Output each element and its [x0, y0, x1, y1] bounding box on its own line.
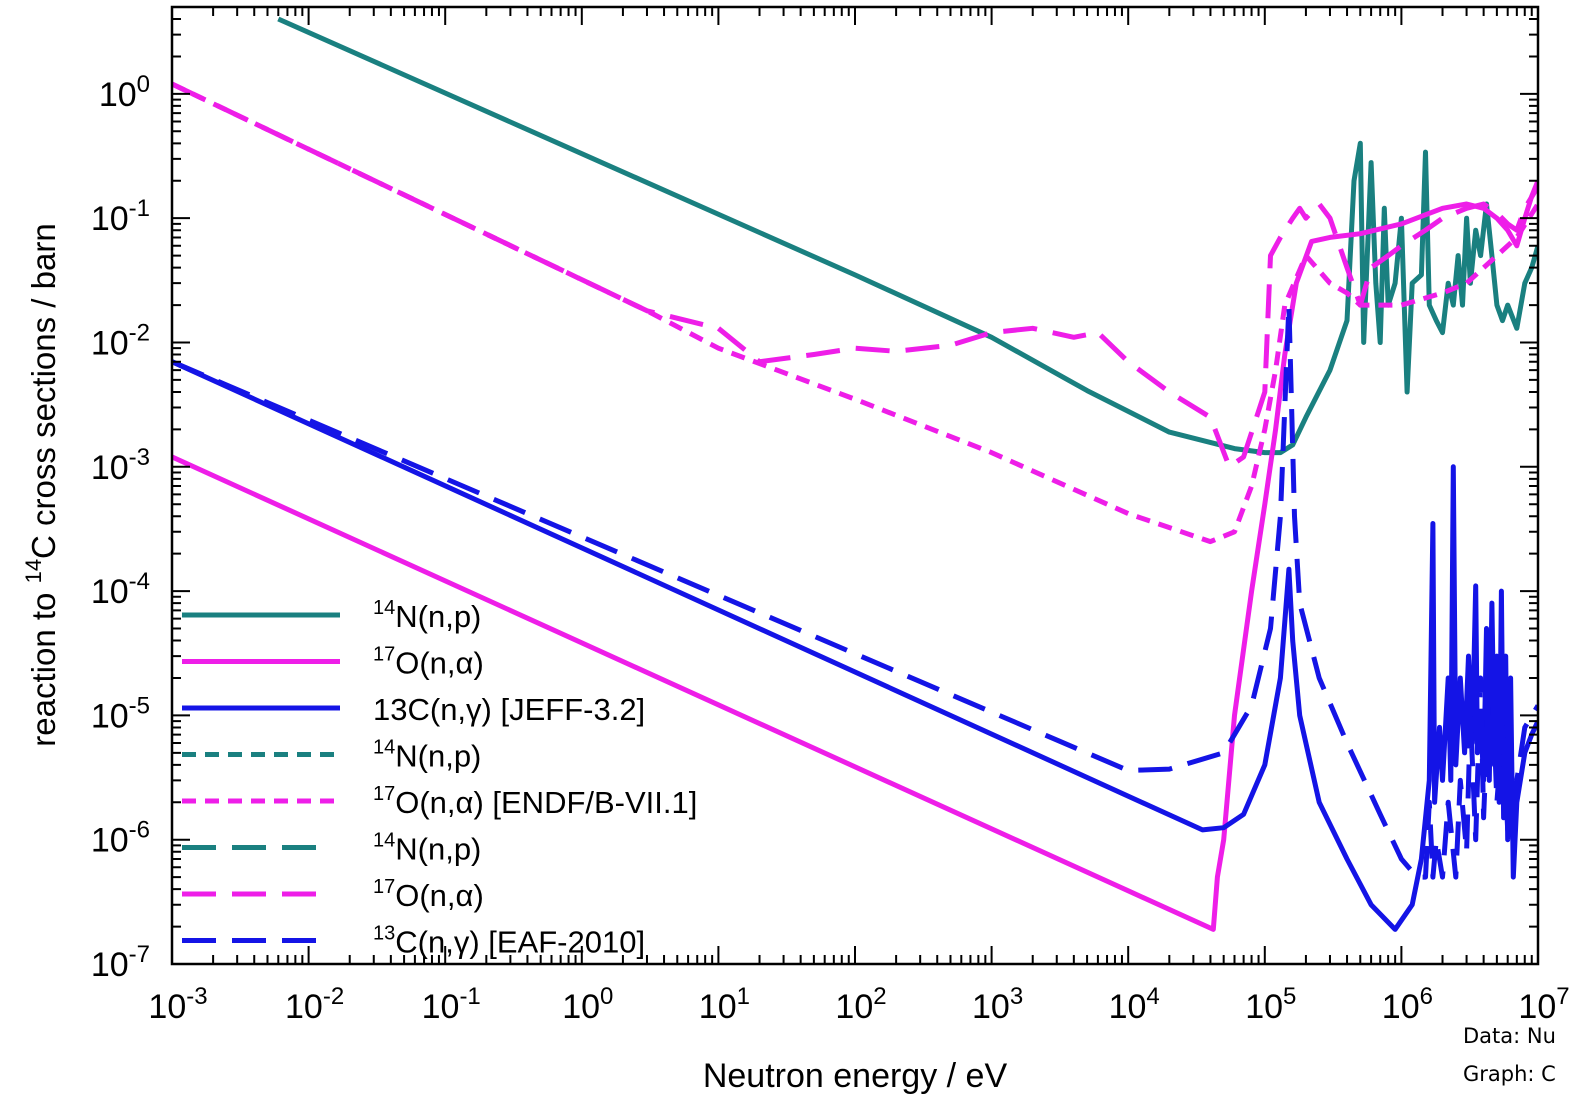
series-line-5: [172, 81, 1538, 545]
x-tick-label: 101: [699, 983, 750, 1026]
graph-credit: Graph: C: [1463, 1062, 1556, 1086]
series-line-3: [172, 359, 1538, 932]
x-axis-label: Neutron energy / eV: [703, 1057, 1008, 1095]
legend-label: 13C(n,γ) [EAF-2010]: [373, 923, 645, 960]
x-tick-label: 105: [1245, 983, 1296, 1026]
plot-frame: [170, 5, 1540, 966]
axis-ticks: [171, 6, 1539, 965]
legend-label: 17O(n,α): [373, 876, 484, 913]
x-tick-label: 100: [562, 983, 613, 1026]
plot-curves: [172, 16, 1538, 932]
legend-label: 17O(n,α): [373, 644, 484, 681]
y-tick-label: 10-3: [91, 444, 150, 487]
y-tick-label: 10-6: [91, 817, 150, 860]
legend-label: 13C(n,γ) [JEFF-3.2]: [373, 692, 645, 727]
y-tick-label: 10-1: [91, 195, 150, 238]
y-tick-labels: 10-7 10-6 10-5 10-4 10-3 10-2 10-1 100: [91, 71, 150, 984]
y-tick-label: 10-5: [91, 692, 150, 735]
x-tick-label: 103: [972, 983, 1023, 1026]
tick-marks: [171, 6, 1539, 965]
y-tick-label: 10-7: [91, 941, 150, 984]
y-axis-label: reaction to 14C cross sections / barn: [21, 223, 62, 746]
series-line-8: [172, 302, 1538, 880]
x-tick-label: 10-2: [285, 983, 344, 1026]
legend-label: 14N(n,p): [373, 737, 481, 774]
y-tick-label: 100: [99, 71, 150, 114]
series-line-2: [172, 179, 1538, 932]
legend-label: 14N(n,p): [373, 830, 481, 867]
legend-label: 14N(n,p): [373, 597, 481, 634]
x-tick-label: 102: [835, 983, 886, 1026]
x-tick-labels: 10-3 10-2 10-1 100 101 102 103 104 105 106 107: [148, 983, 1569, 1026]
legend-label: 17O(n,α) [ENDF/B-VII.1]: [373, 783, 697, 820]
x-tick-label: 104: [1109, 983, 1160, 1026]
data-credit: Data: Nu: [1463, 1024, 1556, 1048]
x-tick-label: 107: [1518, 983, 1569, 1026]
y-tick-label: 10-4: [91, 568, 150, 611]
x-tick-label: 10-3: [148, 983, 207, 1026]
x-tick-label: 10-1: [422, 983, 481, 1026]
y-tick-label: 10-2: [91, 319, 150, 362]
x-tick-label: 106: [1382, 983, 1433, 1026]
series-line-1: [277, 16, 1538, 456]
series-line-7: [172, 81, 1538, 470]
legend: 14N(n,p) 17O(n,α) 13C(n,γ) [JEFF-3.2] 14N(n…: [182, 597, 697, 960]
